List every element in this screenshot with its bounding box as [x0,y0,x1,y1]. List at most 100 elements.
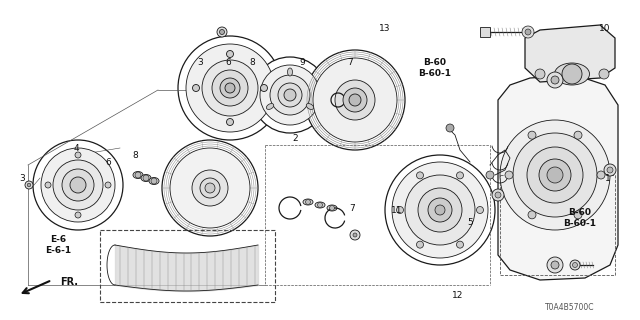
Circle shape [385,155,495,265]
Circle shape [28,183,31,187]
Circle shape [105,182,111,188]
Text: T0A4B5700C: T0A4B5700C [545,303,595,313]
Ellipse shape [327,205,337,211]
Circle shape [151,178,157,184]
Circle shape [574,211,582,219]
Circle shape [435,205,445,215]
Circle shape [551,261,559,269]
Circle shape [551,76,559,84]
Circle shape [535,69,545,79]
Circle shape [505,171,513,179]
Circle shape [513,133,597,217]
Circle shape [574,131,582,139]
Text: B-60
B-60-1: B-60 B-60-1 [563,208,596,228]
Polygon shape [498,75,618,280]
Circle shape [135,172,141,178]
Circle shape [162,140,258,236]
Bar [500,175,615,275]
Circle shape [200,178,220,198]
Text: 1: 1 [605,173,611,182]
Circle shape [53,160,103,210]
Circle shape [202,60,258,116]
Circle shape [178,36,282,140]
Circle shape [270,75,310,115]
Circle shape [45,182,51,188]
Circle shape [227,118,234,125]
Circle shape [599,69,609,79]
Circle shape [305,50,405,150]
Text: E-6
E-6-1: E-6 E-6-1 [45,235,71,255]
Circle shape [418,188,462,232]
Circle shape [428,198,452,222]
Circle shape [186,44,274,132]
Circle shape [225,83,235,93]
Text: 6: 6 [105,157,111,166]
Circle shape [33,140,123,230]
Text: 7: 7 [349,204,355,212]
Text: 11: 11 [391,205,403,214]
Circle shape [62,169,94,201]
Circle shape [313,58,397,142]
Circle shape [350,230,360,240]
Circle shape [349,94,361,106]
Circle shape [317,203,323,207]
Circle shape [260,65,320,125]
Circle shape [486,171,494,179]
Polygon shape [480,27,490,37]
Circle shape [335,80,375,120]
Circle shape [143,175,149,181]
Circle shape [528,211,536,219]
Circle shape [227,51,234,58]
Circle shape [25,181,33,189]
Text: 6: 6 [225,58,231,67]
Circle shape [527,147,583,203]
Circle shape [278,83,302,107]
Text: 7: 7 [347,58,353,67]
Circle shape [212,70,248,106]
Circle shape [220,78,240,98]
Circle shape [573,262,577,268]
Text: B-60
B-60-1: B-60 B-60-1 [419,58,451,78]
Circle shape [597,171,605,179]
Text: 5: 5 [467,218,473,227]
Circle shape [528,131,536,139]
Circle shape [252,57,328,133]
Circle shape [446,124,454,132]
Circle shape [192,170,228,206]
Circle shape [205,183,215,193]
Text: 2: 2 [292,133,298,142]
Circle shape [495,192,501,198]
Circle shape [217,27,227,37]
Circle shape [607,167,613,173]
Circle shape [260,84,268,92]
Circle shape [330,205,335,211]
Text: 12: 12 [452,291,464,300]
Circle shape [353,233,357,237]
Bar [100,230,275,302]
Circle shape [456,241,463,248]
Circle shape [343,88,367,112]
Circle shape [547,72,563,88]
Ellipse shape [149,178,159,185]
Ellipse shape [141,174,151,181]
Circle shape [193,84,200,92]
Text: 10: 10 [599,23,611,33]
Text: 4: 4 [73,143,79,153]
Circle shape [75,212,81,218]
Circle shape [604,164,616,176]
Text: 9: 9 [299,58,305,67]
Circle shape [405,175,475,245]
Circle shape [170,148,250,228]
Circle shape [492,189,504,201]
Text: 8: 8 [249,58,255,67]
Text: 3: 3 [19,173,25,182]
Ellipse shape [306,104,314,109]
Circle shape [417,172,424,179]
Ellipse shape [287,68,292,76]
Circle shape [525,29,531,35]
Ellipse shape [266,104,274,109]
Circle shape [41,148,115,222]
Circle shape [547,167,563,183]
Circle shape [220,29,225,35]
Polygon shape [525,25,615,82]
